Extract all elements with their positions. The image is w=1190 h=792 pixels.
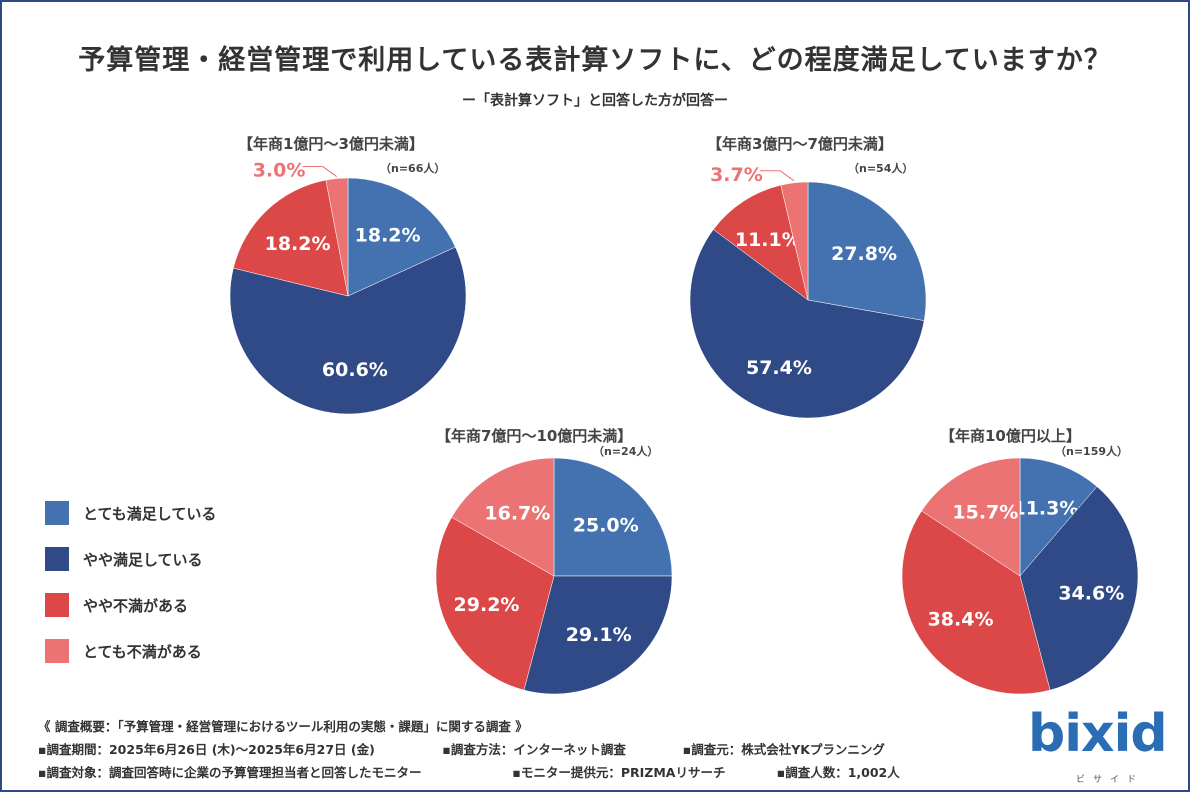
slice-label: 25.0% bbox=[573, 514, 639, 536]
chart-4-title: 【年商10億円以上】 bbox=[940, 427, 1081, 445]
legend-swatch bbox=[45, 639, 69, 663]
pie-slice bbox=[347, 177, 456, 297]
leader-line bbox=[760, 170, 795, 182]
pie-slice bbox=[553, 457, 673, 577]
pie-slice bbox=[1019, 457, 1098, 577]
pie-slice bbox=[523, 575, 673, 695]
footer-target: ▪調査対象：調査回答時に企業の予算管理担当者と回答したモニター bbox=[38, 765, 422, 780]
slice-label: 3.0% bbox=[253, 160, 306, 182]
chart-3-title: 【年商7億円〜10億円未満】 bbox=[436, 427, 633, 445]
pie-slice bbox=[325, 177, 349, 297]
legend-item: やや満足している bbox=[45, 536, 216, 582]
pie-slice bbox=[233, 179, 349, 297]
slice-label: 38.4% bbox=[928, 609, 994, 631]
pie-slice bbox=[451, 457, 555, 577]
footer-source: ▪調査元：株式会社YKプランニング bbox=[682, 742, 885, 757]
slice-label: 3.7% bbox=[710, 164, 763, 186]
slice-label: 16.7% bbox=[484, 503, 550, 525]
legend-label: やや満足している bbox=[83, 550, 203, 569]
pie-chart-1: 18.2% 60.6% 18.2% 3.0% bbox=[229, 160, 467, 415]
slice-label: 29.1% bbox=[566, 624, 632, 646]
chart-2-title: 【年商3億円〜7億円未満】 bbox=[707, 135, 893, 153]
pie-chart-2: 27.8% 57.4% 11.1% 3.7% bbox=[689, 164, 927, 419]
chart-1-n: （n=66人） bbox=[380, 162, 446, 175]
slice-label: 11.3% bbox=[1012, 497, 1078, 519]
chart-1-title: 【年商1億円〜3億円未満】 bbox=[238, 135, 424, 153]
slice-label: 60.6% bbox=[322, 359, 388, 381]
legend-label: とても満足している bbox=[83, 504, 217, 523]
legend-swatch bbox=[45, 593, 69, 617]
slice-label: 18.2% bbox=[265, 233, 331, 255]
slice-label: 29.2% bbox=[454, 594, 520, 616]
legend: とても満足している やや満足している やや不満がある とても不満がある bbox=[45, 490, 216, 674]
legend-item: とても不満がある bbox=[45, 628, 216, 674]
legend-swatch bbox=[45, 547, 69, 571]
slice-label: 57.4% bbox=[746, 357, 812, 379]
legend-swatch bbox=[45, 501, 69, 525]
pie-slice bbox=[1019, 486, 1139, 691]
legend-label: やや不満がある bbox=[83, 596, 189, 615]
footer-method: ▪調査方法：インターネット調査 bbox=[442, 742, 626, 757]
page-subtitle: ー「表計算ソフト」と回答した方が回答ー bbox=[462, 93, 728, 109]
pie-slice bbox=[229, 246, 467, 415]
pie-slice bbox=[713, 184, 809, 301]
slice-label: 34.6% bbox=[1058, 582, 1124, 604]
logo-kana: ビサイド bbox=[1076, 775, 1145, 785]
footer-heading: 《 調査概要：「予算管理・経営管理におけるツール利用の実態・課題」に関する調査 … bbox=[38, 719, 528, 734]
footer-count: ▪調査人数：1,002人 bbox=[776, 765, 900, 780]
footer-provider: ▪モニター提供元：PRIZMAリサーチ bbox=[512, 765, 726, 780]
pie-slice bbox=[780, 181, 809, 301]
chart-3-n: （n=24人） bbox=[593, 445, 659, 458]
pie-slice bbox=[921, 457, 1021, 577]
pie-slice bbox=[807, 181, 927, 321]
footer-period: ▪調査期間：2025年6月26日 (木)〜2025年6月27日 (金) bbox=[38, 742, 375, 757]
logo-wordmark: bixid bbox=[1028, 704, 1168, 764]
leader-line bbox=[302, 166, 337, 177]
slice-label: 15.7% bbox=[952, 502, 1018, 524]
page-title: 予算管理・経営管理で利用している表計算ソフトに、どの程度満足していますか？ bbox=[78, 45, 1112, 76]
slice-label: 11.1% bbox=[735, 229, 801, 251]
slice-label: 18.2% bbox=[355, 224, 421, 246]
chart-2-n: （n=54人） bbox=[848, 162, 914, 175]
survey-footer: 《 調査概要：「予算管理・経営管理におけるツール利用の実態・課題」に関する調査 … bbox=[38, 716, 900, 785]
pie-chart-4: 11.3% 34.6% 38.4% 15.7% bbox=[901, 457, 1139, 695]
legend-item: やや不満がある bbox=[45, 582, 216, 628]
legend-item: とても満足している bbox=[45, 490, 216, 536]
chart-4-n: （n=159人） bbox=[1055, 445, 1129, 458]
legend-label: とても不満がある bbox=[83, 642, 202, 661]
pie-slice bbox=[689, 229, 925, 419]
pie-chart-3: 25.0% 29.1% 29.2% 16.7% bbox=[435, 457, 673, 695]
bixid-logo: bixid ビサイド bbox=[1028, 704, 1178, 788]
slice-label: 27.8% bbox=[831, 243, 897, 265]
pie-slice bbox=[435, 516, 555, 691]
pie-slice bbox=[901, 510, 1051, 695]
